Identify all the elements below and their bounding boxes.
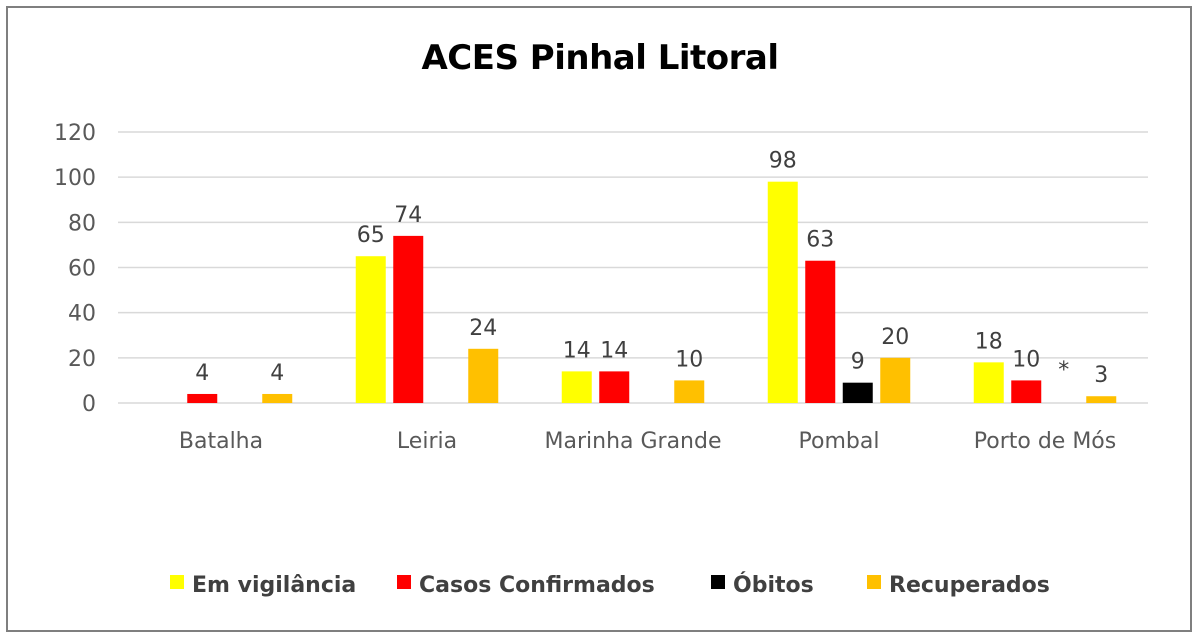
legend-swatch [170, 575, 184, 589]
grid-lines [118, 131, 1148, 404]
category-label: Marinha Grande [545, 429, 722, 454]
bar [355, 256, 386, 403]
data-labels: 4 4 65 74 24 14 14 10 98 63 9 20 18 10 * 3 [195, 149, 1108, 389]
data-label: 14 [600, 338, 628, 363]
x-axis: Batalha Leiria Marinha Grande Pombal Porto d… [179, 429, 1116, 454]
bar [1086, 396, 1117, 403]
data-label: 74 [394, 203, 422, 228]
bar [805, 260, 836, 403]
legend-label: Em vigilância [192, 573, 356, 598]
bar [561, 371, 592, 403]
legend-label: Óbitos [733, 572, 814, 598]
y-tick-label: 40 [68, 302, 96, 327]
data-label: 65 [357, 223, 385, 248]
y-tick-label: 60 [68, 257, 96, 282]
data-label: 3 [1094, 363, 1108, 388]
bar [880, 357, 911, 403]
bar [599, 371, 630, 403]
y-tick-label: 100 [54, 166, 96, 191]
data-label: 63 [806, 228, 834, 253]
y-tick-label: 120 [54, 121, 96, 146]
bar [973, 362, 1004, 403]
y-tick-label: 0 [82, 392, 96, 417]
bar [767, 181, 798, 403]
data-label: 9 [851, 350, 865, 375]
bar [674, 380, 705, 403]
y-tick-label: 20 [68, 347, 96, 372]
legend-label: Casos Confirmados [419, 573, 655, 598]
data-label: 4 [270, 361, 284, 386]
y-axis: 0 20 40 60 80 100 120 [54, 121, 96, 417]
bars [187, 181, 1117, 403]
category-label: Porto de Mós [974, 429, 1116, 454]
chart-title: ACES Pinhal Litoral [421, 38, 779, 78]
bar [1011, 380, 1042, 403]
legend: Em vigilância Casos Confirmados Óbitos Recu… [170, 572, 1050, 598]
bar [262, 393, 293, 403]
legend-swatch [867, 575, 881, 589]
bar [187, 393, 218, 403]
bar [468, 348, 499, 403]
bar [393, 235, 424, 403]
category-label: Leiria [397, 429, 457, 454]
legend-label: Recuperados [889, 573, 1050, 598]
data-label: 10 [1012, 347, 1040, 372]
y-tick-label: 80 [68, 211, 96, 236]
annotation-label: * [1058, 358, 1069, 383]
legend-swatch [397, 575, 411, 589]
data-label: 4 [195, 361, 209, 386]
data-label: 98 [769, 149, 797, 174]
data-label: 24 [469, 316, 497, 341]
data-label: 14 [563, 338, 591, 363]
chart-frame [6, 6, 1192, 632]
legend-swatch [711, 575, 725, 589]
data-label: 10 [675, 347, 703, 372]
data-label: 20 [881, 325, 909, 350]
category-label: Batalha [179, 429, 263, 454]
bar [842, 382, 873, 403]
category-label: Pombal [799, 429, 880, 454]
data-label: 18 [975, 329, 1003, 354]
